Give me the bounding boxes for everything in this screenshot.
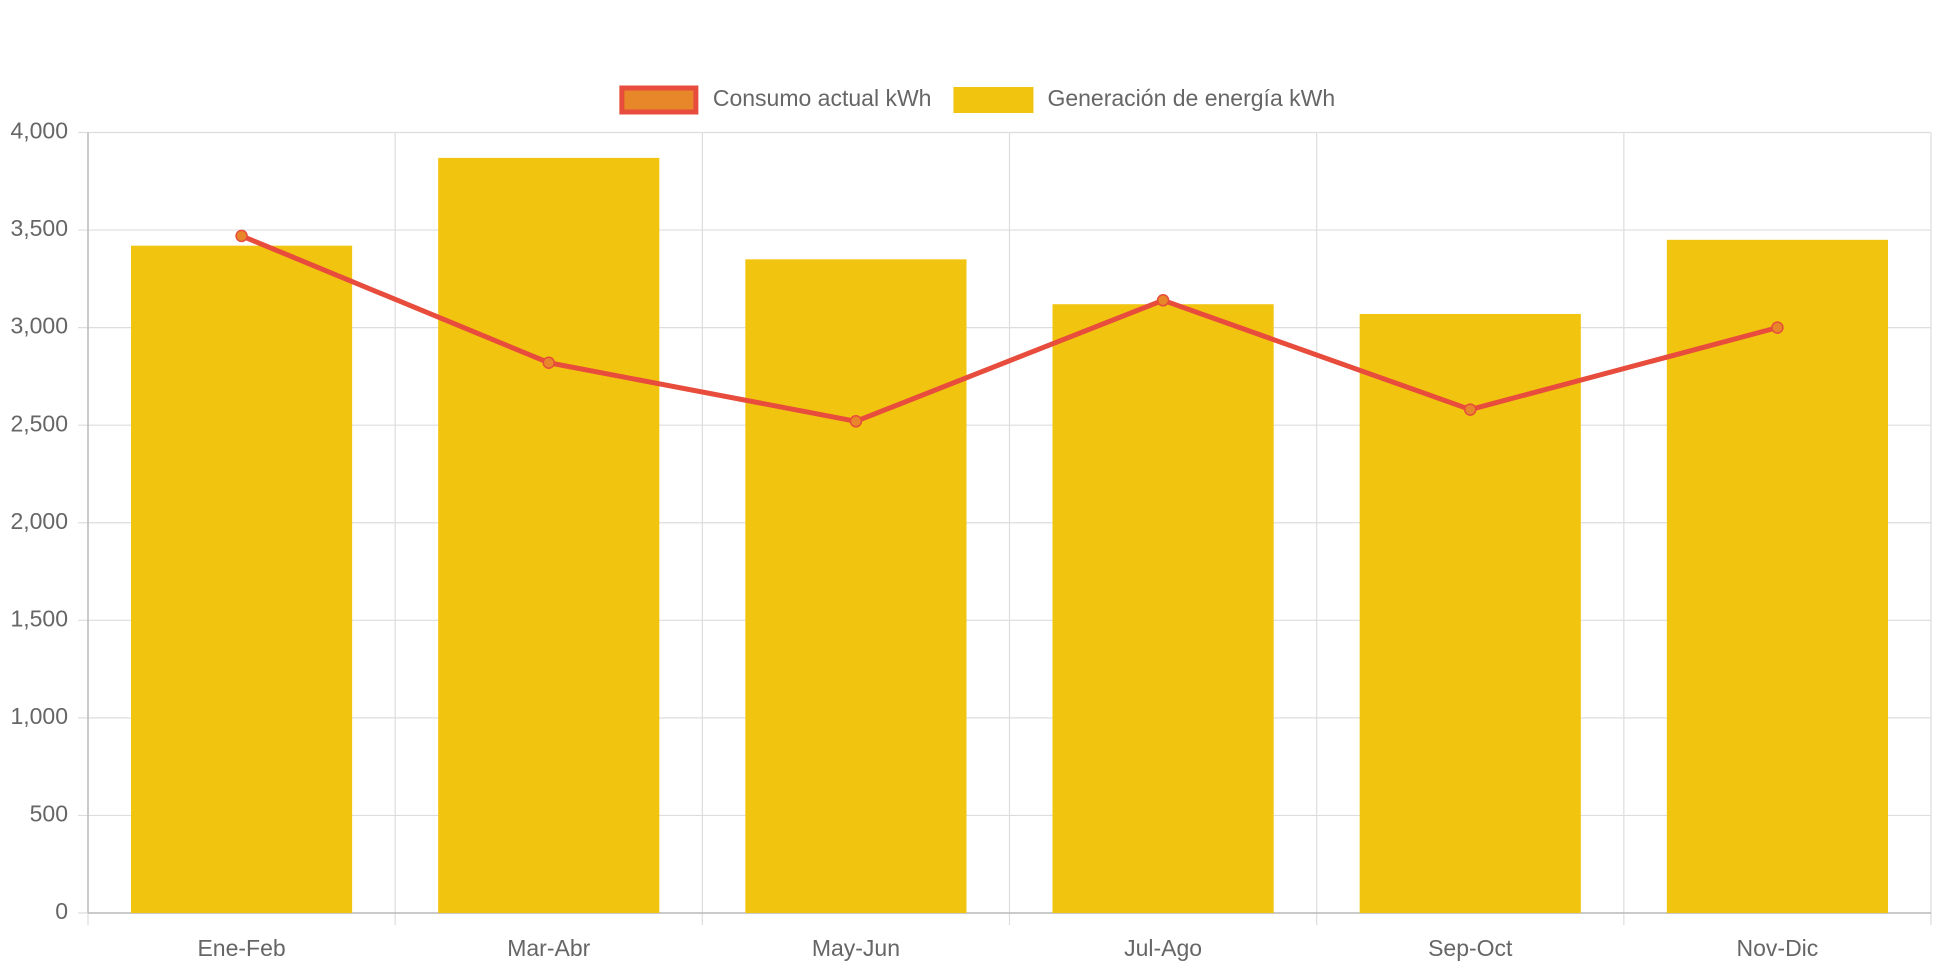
line xyxy=(240,233,1779,424)
y-tick-label: 1,500 xyxy=(10,605,68,631)
bar xyxy=(745,259,967,913)
x-tick-label: Ene-Feb xyxy=(197,935,285,961)
y-tick-label: 3,000 xyxy=(10,313,68,339)
y-tick-label: 500 xyxy=(30,801,68,827)
legend-label: Consumo actual kWh xyxy=(713,85,932,111)
bar xyxy=(1666,239,1888,914)
bar xyxy=(438,157,660,913)
legend-swatch xyxy=(953,87,1034,113)
point xyxy=(1156,294,1170,307)
y-tick-label: 3,500 xyxy=(10,215,68,241)
point xyxy=(1464,403,1477,416)
y-tick-label: 2,000 xyxy=(10,508,68,534)
x-tick-label: Jul-Ago xyxy=(1124,935,1202,961)
x-tick-label: Sep-Oct xyxy=(1428,935,1513,961)
y-tick-label: 1,000 xyxy=(10,703,68,729)
point xyxy=(1771,321,1784,334)
legend-swatch xyxy=(619,85,699,115)
bar xyxy=(1052,304,1274,914)
y-tick-label: 4,000 xyxy=(10,118,68,144)
point xyxy=(849,415,863,428)
y-tick-label: 0 xyxy=(55,898,68,924)
point xyxy=(542,356,555,369)
x-tick-label: Nov-Dic xyxy=(1737,935,1819,961)
x-tick-label: May-Jun xyxy=(812,935,900,961)
x-tick-label: Mar-Abr xyxy=(507,935,590,961)
point xyxy=(235,229,248,243)
legend-label: Generación de energía kWh xyxy=(1047,85,1335,111)
bar xyxy=(131,245,353,914)
y-tick-label: 2,500 xyxy=(10,410,68,436)
